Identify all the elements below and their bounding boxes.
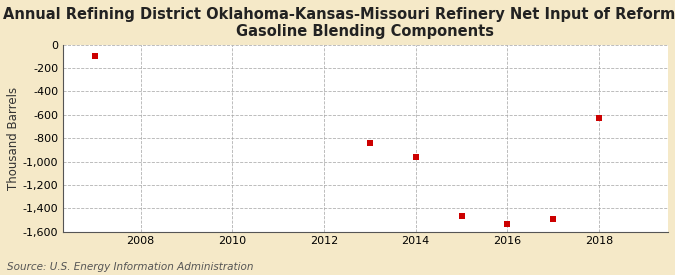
Text: Source: U.S. Energy Information Administration: Source: U.S. Energy Information Administ… bbox=[7, 262, 253, 272]
Title: Annual Refining District Oklahoma-Kansas-Missouri Refinery Net Input of Reformul: Annual Refining District Oklahoma-Kansas… bbox=[3, 7, 675, 39]
Y-axis label: Thousand Barrels: Thousand Barrels bbox=[7, 87, 20, 190]
